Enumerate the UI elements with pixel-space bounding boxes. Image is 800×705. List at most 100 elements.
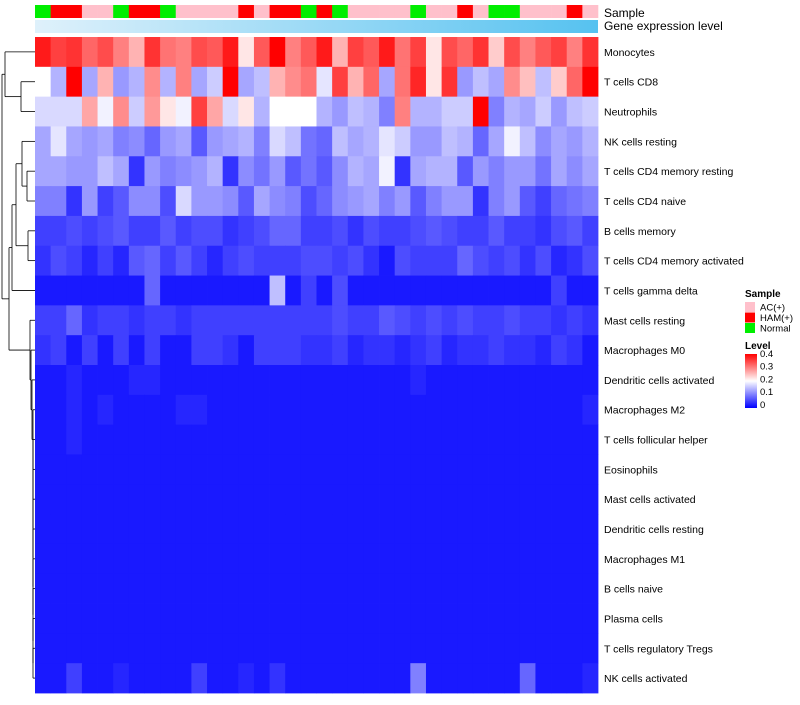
heatmap-cell (394, 126, 411, 157)
heatmap-cell (316, 96, 333, 127)
heatmap-cell (472, 424, 489, 455)
heatmap-cell (441, 66, 458, 98)
heatmap-cell (425, 365, 443, 396)
heatmap-cell (457, 543, 474, 575)
heatmap-cell (222, 186, 239, 217)
heatmap-cell (316, 454, 333, 485)
heatmap-cell (175, 37, 192, 68)
heatmap-cell (50, 245, 67, 276)
sample-annotation-cell (238, 5, 255, 18)
heatmap-cell (300, 305, 317, 336)
heatmap-cell (332, 454, 349, 485)
heatmap-cell (441, 454, 458, 485)
heatmap-cell (582, 543, 599, 575)
heatmap-cell (332, 514, 349, 545)
heatmap-cell (332, 335, 349, 366)
heatmap-cell (128, 394, 145, 426)
legend-swatch (745, 323, 755, 333)
heatmap-cell (488, 424, 505, 455)
heatmap-cell (269, 126, 286, 157)
level-colorbar-ticks: 0.4 0.30.2 0.1 0 (757, 349, 773, 411)
heatmap-cell (238, 514, 255, 545)
heatmap-cell (144, 454, 161, 485)
heatmap-cell (457, 454, 474, 485)
sample-annotation-cell (441, 5, 458, 18)
heatmap-cell (504, 633, 521, 664)
heatmap-cell (504, 484, 521, 515)
heatmap-cell (472, 394, 489, 426)
heatmap-cell (551, 424, 568, 455)
heatmap-cell (144, 573, 161, 604)
heatmap-cell (394, 335, 411, 366)
row-label: Dendritic cells activated (604, 375, 714, 387)
heatmap-cell (410, 633, 427, 664)
legend-swatch (745, 302, 755, 312)
heatmap-cell (300, 633, 317, 664)
heatmap-cell (81, 514, 98, 545)
heatmap-cell (128, 454, 145, 485)
heatmap-cell (222, 245, 239, 276)
heatmap-cell (128, 245, 145, 276)
heatmap-cell (410, 424, 427, 455)
heatmap-cell (97, 454, 114, 485)
heatmap-cell (128, 365, 145, 396)
heatmap-cell (504, 543, 521, 575)
heatmap-cell (66, 37, 83, 68)
heatmap-cell (222, 573, 239, 604)
heatmap-cell (66, 663, 83, 694)
heatmap-cell (441, 96, 458, 127)
heatmap-cell (316, 126, 333, 157)
heatmap-cell (50, 484, 67, 515)
heatmap-cell (191, 186, 208, 217)
heatmap-cell (253, 245, 270, 276)
heatmap-cell (207, 275, 224, 306)
heatmap-cell (238, 365, 255, 396)
heatmap-cell (285, 663, 302, 694)
heatmap-cell (175, 573, 192, 604)
heatmap-cell (175, 126, 192, 157)
heatmap-cell (222, 663, 239, 694)
heatmap-cell (66, 96, 83, 127)
heatmap-cell (535, 335, 552, 366)
heatmap-cell (347, 603, 364, 634)
heatmap-cell (425, 156, 443, 187)
heatmap-cell (519, 394, 536, 426)
heatmap-cell (519, 37, 536, 68)
heatmap-cell (175, 305, 192, 336)
heatmap-cell (551, 663, 568, 694)
heatmap-cell (175, 663, 192, 694)
heatmap-cell (457, 663, 474, 694)
heatmap-cell (425, 215, 443, 247)
heatmap-cell (441, 156, 458, 187)
heatmap-cell (50, 603, 67, 634)
heatmap-cell (347, 514, 364, 545)
heatmap-cell (191, 514, 208, 545)
heatmap-cell (253, 633, 270, 664)
heatmap-cell (425, 245, 443, 276)
heatmap-cell (285, 37, 302, 68)
heatmap-cell (519, 96, 536, 127)
heatmap-cell (81, 424, 98, 455)
heatmap-cell (160, 96, 177, 127)
heatmap-cell (191, 37, 208, 68)
heatmap-cell (35, 156, 52, 187)
heatmap-cell (425, 126, 443, 157)
heatmap-cell (97, 66, 114, 98)
heatmap-cell (472, 335, 489, 366)
heatmap-cell (535, 454, 552, 485)
heatmap-cell (551, 633, 568, 664)
heatmap-cell (363, 275, 380, 306)
heatmap-cell (66, 514, 83, 545)
heatmap-cell (269, 186, 286, 217)
heatmap-cell (285, 454, 302, 485)
heatmap-cell (81, 603, 98, 634)
heatmap-cell (363, 335, 380, 366)
heatmap-cell (535, 365, 552, 396)
heatmap-cell (363, 156, 380, 187)
heatmap-cell (144, 275, 161, 306)
heatmap-cell (207, 424, 224, 455)
heatmap-cell (519, 156, 536, 187)
heatmap-cell (113, 156, 130, 187)
heatmap-cell (504, 335, 521, 366)
